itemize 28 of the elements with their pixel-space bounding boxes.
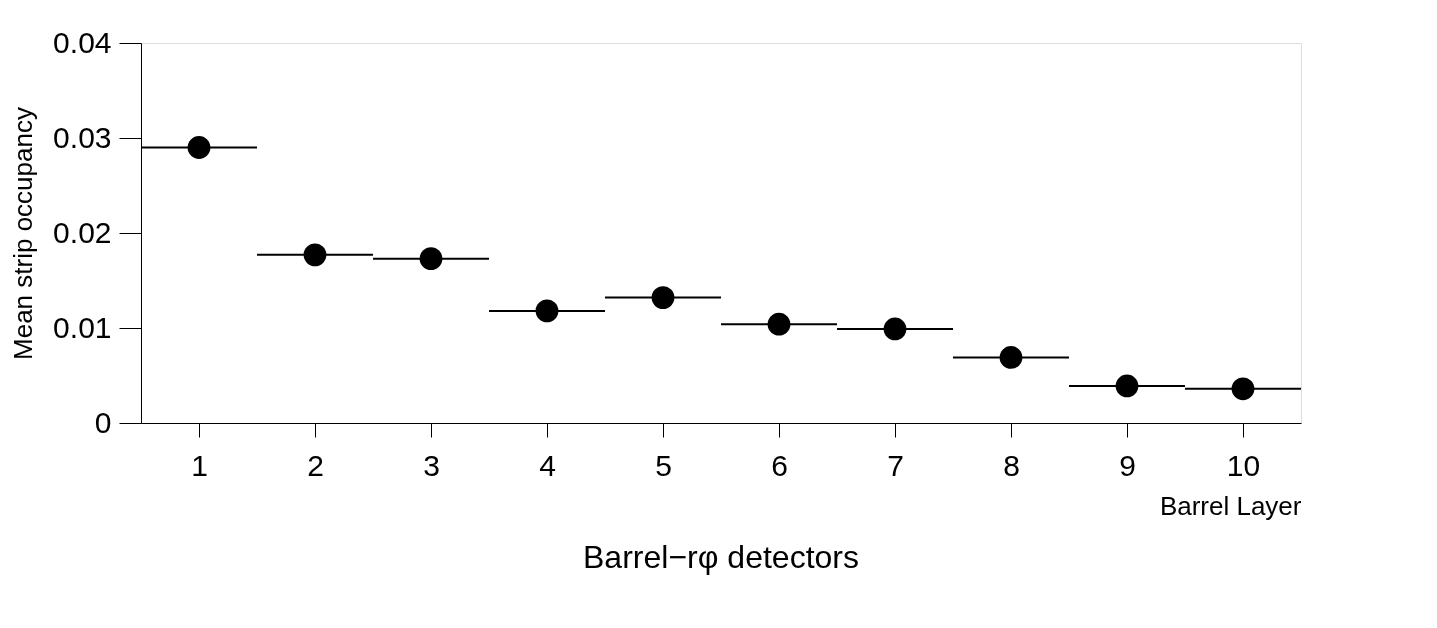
point [767, 312, 791, 336]
point [883, 317, 907, 341]
text: Barrel−rφ detectors [583, 539, 859, 575]
x-tick-label: 1 [191, 448, 208, 482]
y-axis-title: Mean strip occupancy [8, 107, 39, 360]
point [999, 346, 1023, 369]
x-tick-label: 5 [655, 448, 672, 482]
x-tick-label: 6 [771, 448, 788, 482]
point [419, 247, 443, 271]
y-tick-label: 0.02 [53, 215, 112, 249]
x-tick-label: 10 [1226, 448, 1261, 482]
y-tick-label: 0.04 [53, 25, 112, 59]
x-tick-label: 4 [539, 448, 556, 482]
point [535, 299, 559, 323]
x-tick-label: 3 [423, 448, 440, 482]
point [303, 243, 327, 267]
point [1231, 377, 1255, 401]
point [651, 286, 675, 309]
y-tick-label: 0.03 [53, 120, 112, 154]
x-tick-label: 2 [307, 448, 324, 482]
x-tick-label: 8 [1003, 448, 1020, 482]
x-axis-title: Barrel Layer [1159, 490, 1302, 521]
point [1115, 374, 1139, 398]
x-tick-label: 7 [887, 448, 904, 482]
x-tick-label: 9 [1119, 448, 1136, 482]
y-tick-label: 0 [94, 405, 112, 439]
y-tick-label: 0.01 [53, 310, 112, 344]
point [187, 136, 211, 159]
